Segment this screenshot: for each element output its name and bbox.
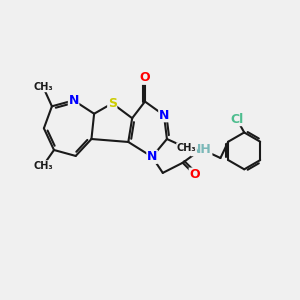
Text: CH₃: CH₃ [177,143,196,153]
Text: N: N [68,94,79,107]
Text: O: O [189,168,200,181]
Text: CH₃: CH₃ [33,161,53,171]
Text: CH₃: CH₃ [33,82,53,92]
Text: S: S [108,97,117,110]
Text: Cl: Cl [230,112,243,126]
Text: N: N [159,109,169,122]
Text: NH: NH [191,142,212,156]
Text: N: N [147,150,157,163]
Text: O: O [140,71,150,84]
